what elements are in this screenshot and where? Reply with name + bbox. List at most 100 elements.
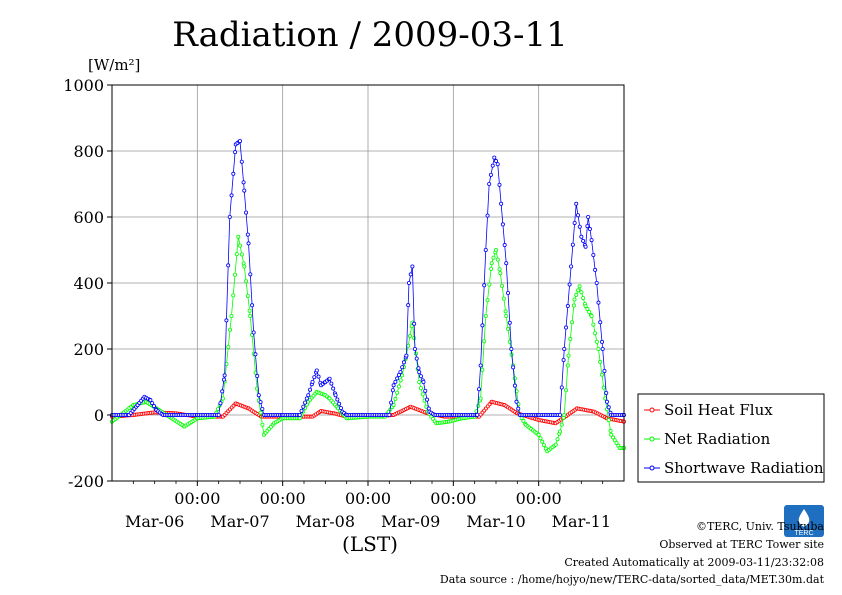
data-point <box>407 333 412 338</box>
data-point <box>260 406 265 411</box>
chart-title: Radiation / 2009-03-11 <box>172 15 568 55</box>
data-point <box>245 232 250 237</box>
data-point <box>504 313 509 318</box>
data-point <box>316 374 321 379</box>
data-point <box>248 272 253 277</box>
data-point <box>589 238 594 243</box>
data-point <box>610 435 615 440</box>
data-point <box>234 252 239 257</box>
data-point <box>239 252 244 257</box>
y-tick-label: -200 <box>68 472 104 491</box>
data-point <box>255 374 260 379</box>
data-point <box>242 264 247 269</box>
data-point <box>338 406 343 411</box>
data-point <box>148 398 153 403</box>
data-point <box>495 162 500 167</box>
data-point <box>598 359 603 364</box>
data-point <box>299 408 304 413</box>
data-point <box>228 327 233 332</box>
data-point <box>226 344 231 349</box>
data-point <box>247 308 252 313</box>
data-point <box>329 381 334 386</box>
data-point <box>237 139 242 144</box>
data-point <box>390 388 395 393</box>
data-point <box>614 441 619 446</box>
series-shortwave-radiation <box>110 139 627 417</box>
x-axis-label: (LST) <box>342 532 398 556</box>
data-point <box>310 379 315 384</box>
data-point <box>396 384 401 389</box>
data-point <box>536 432 541 437</box>
data-point <box>224 318 229 323</box>
data-point <box>562 412 567 417</box>
data-point <box>612 438 617 443</box>
data-point <box>499 201 504 206</box>
data-point <box>542 443 547 448</box>
data-point <box>480 367 485 372</box>
data-point <box>606 418 611 423</box>
data-point <box>400 365 405 370</box>
data-point <box>574 292 579 297</box>
data-point <box>514 399 519 404</box>
data-point <box>216 412 221 417</box>
data-point <box>246 241 251 246</box>
y-tick-label: 1000 <box>63 76 104 95</box>
data-point <box>483 247 488 252</box>
data-point <box>540 439 545 444</box>
data-point <box>312 375 317 380</box>
data-point <box>420 392 425 397</box>
data-point <box>487 181 492 186</box>
water-drop-icon <box>798 509 810 527</box>
x-tick-label: 00:00 <box>516 489 562 508</box>
y-tick-label: 400 <box>73 274 104 293</box>
legend-label: Net Radiation <box>664 430 771 448</box>
data-point <box>504 261 509 266</box>
data-point <box>327 376 332 381</box>
data-point <box>579 290 584 295</box>
legend-marker <box>649 465 655 471</box>
data-point <box>410 264 415 269</box>
data-point <box>503 309 508 314</box>
data-point <box>308 387 313 392</box>
data-point <box>570 320 575 325</box>
data-point <box>221 377 226 382</box>
data-point <box>220 396 225 401</box>
data-point <box>244 210 249 215</box>
data-point <box>297 412 302 417</box>
data-point <box>572 297 577 302</box>
data-point <box>412 346 417 351</box>
data-point <box>229 193 234 198</box>
legend-label: Soil Heat Flux <box>664 401 773 419</box>
data-point <box>587 227 592 232</box>
data-point <box>572 220 577 225</box>
data-point <box>596 300 601 305</box>
data-point <box>581 238 586 243</box>
data-point <box>516 406 521 411</box>
x-date-label: Mar-10 <box>466 512 525 531</box>
data-point <box>238 243 243 248</box>
data-point <box>606 405 611 410</box>
data-point <box>482 339 487 344</box>
data-point <box>401 360 406 365</box>
data-point <box>583 244 588 249</box>
data-point <box>418 374 423 379</box>
data-point <box>487 282 492 287</box>
data-point <box>596 346 601 351</box>
data-point <box>337 401 342 406</box>
data-point <box>575 213 580 218</box>
data-point <box>391 383 396 388</box>
logo-text: TERC <box>794 530 813 537</box>
data-point <box>426 406 431 411</box>
x-date-label: Mar-11 <box>552 512 611 531</box>
data-point <box>241 180 246 185</box>
data-point <box>409 324 414 329</box>
data-point <box>333 393 338 398</box>
data-point <box>483 313 488 318</box>
data-point <box>417 370 422 375</box>
data-point <box>585 307 590 312</box>
y-tick-label: 800 <box>73 142 104 161</box>
data-point <box>521 418 526 423</box>
data-point <box>495 257 500 262</box>
data-point <box>314 368 319 373</box>
data-point <box>233 272 238 277</box>
